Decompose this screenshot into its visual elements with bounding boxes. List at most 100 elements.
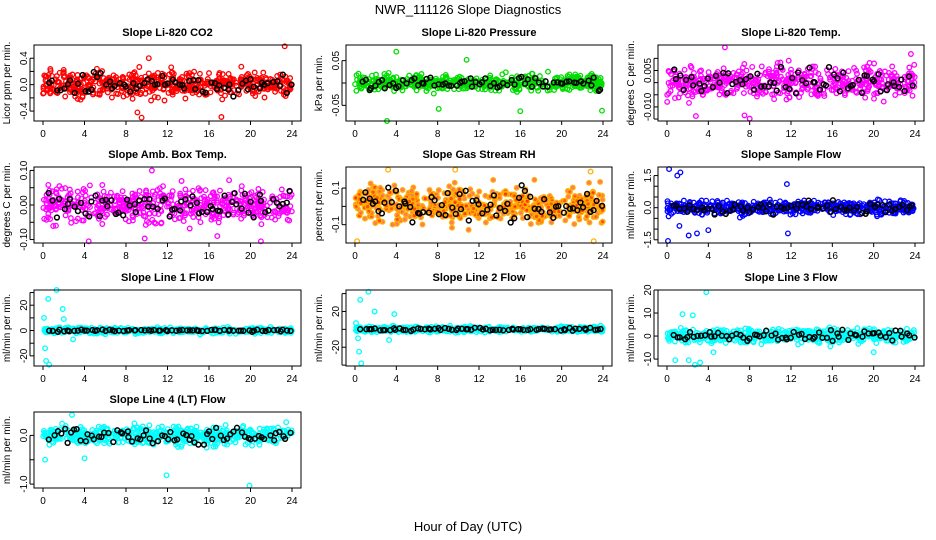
data-point xyxy=(196,70,203,77)
reference-point xyxy=(739,81,746,88)
data-point xyxy=(143,187,150,194)
data-point xyxy=(275,213,282,220)
data-point xyxy=(675,84,682,91)
data-point xyxy=(50,223,57,229)
data-point xyxy=(249,90,256,97)
reference-point xyxy=(445,82,453,89)
x-tick-label: 24 xyxy=(597,251,609,262)
data-point xyxy=(575,213,582,220)
reference-point xyxy=(71,89,78,97)
reference-point xyxy=(288,81,295,88)
data-point xyxy=(588,194,595,201)
data-point xyxy=(209,190,216,197)
data-point xyxy=(41,215,48,222)
data-point xyxy=(178,178,185,184)
x-tick-label: 20 xyxy=(868,251,880,262)
data-point xyxy=(74,188,81,195)
y-tick-label: 0.05 xyxy=(331,50,342,70)
data-point xyxy=(597,178,604,185)
data-point xyxy=(571,221,578,228)
data-point xyxy=(827,76,834,83)
data-point xyxy=(62,93,69,100)
reference-point xyxy=(103,81,110,88)
reference-point xyxy=(82,87,89,95)
data-point xyxy=(353,203,359,210)
data-point xyxy=(408,188,415,194)
reference-point xyxy=(580,80,587,87)
x-tick-label: 16 xyxy=(203,129,215,140)
data-point xyxy=(41,72,48,79)
data-point xyxy=(513,184,520,191)
data-point xyxy=(255,186,262,192)
data-point xyxy=(716,91,723,98)
data-point xyxy=(465,226,472,233)
reference-point xyxy=(389,80,397,87)
outlier-point xyxy=(70,336,77,343)
reference-point xyxy=(698,87,705,95)
reference-point xyxy=(870,78,878,85)
data-point xyxy=(841,78,848,85)
data-point xyxy=(75,199,82,206)
reference-point xyxy=(467,75,474,82)
reference-point xyxy=(419,209,427,216)
reference-point xyxy=(279,71,287,78)
data-point xyxy=(769,91,776,98)
reference-point xyxy=(684,208,691,215)
data-point xyxy=(80,217,87,224)
data-point xyxy=(544,87,551,94)
data-point xyxy=(766,66,772,73)
data-point xyxy=(367,180,374,187)
reference-point xyxy=(399,77,407,84)
x-tick-label: 20 xyxy=(245,129,257,140)
data-point xyxy=(394,216,400,223)
data-point xyxy=(215,219,222,226)
y-tick-label: 0.005 xyxy=(643,58,654,83)
x-tick-label: 16 xyxy=(827,129,839,140)
data-point xyxy=(288,208,295,215)
reference-point xyxy=(802,80,810,87)
reference-point xyxy=(507,219,514,226)
reference-point xyxy=(792,90,800,97)
data-point xyxy=(376,188,383,195)
data-point xyxy=(419,221,426,228)
reference-point xyxy=(806,64,813,71)
data-point xyxy=(67,215,74,222)
x-tick-label: 4 xyxy=(706,251,712,262)
data-point xyxy=(695,86,702,93)
y-tick-label: 0.1 xyxy=(331,181,342,195)
data-point xyxy=(272,88,279,95)
data-point xyxy=(865,86,871,93)
data-point xyxy=(531,176,538,183)
data-point xyxy=(423,88,430,94)
data-point xyxy=(512,203,518,210)
data-point xyxy=(142,213,149,220)
data-point xyxy=(496,195,503,202)
data-point xyxy=(413,190,420,197)
data-point xyxy=(130,214,137,221)
data-point xyxy=(668,71,674,77)
y-tick-label: -1.5 xyxy=(643,231,654,249)
data-point xyxy=(86,81,92,88)
panel-title: Slope Gas Stream RH xyxy=(422,149,535,161)
outlier-point xyxy=(357,296,364,303)
data-point xyxy=(177,192,184,199)
data-point xyxy=(148,80,155,87)
data-point xyxy=(783,96,790,103)
data-point xyxy=(356,83,363,90)
data-point xyxy=(871,95,877,102)
y-axis-label: ml/min per min. xyxy=(314,294,325,362)
data-point xyxy=(283,79,290,86)
outlier-point xyxy=(358,360,365,367)
reference-point xyxy=(829,197,837,204)
y-tick-label: -0.4 xyxy=(19,102,30,120)
data-point xyxy=(879,80,885,87)
outlier-point xyxy=(386,337,393,344)
reference-point xyxy=(362,76,370,83)
reference-point xyxy=(192,85,199,93)
data-point xyxy=(69,71,76,78)
reference-point xyxy=(754,70,761,77)
reference-point xyxy=(905,73,913,80)
x-tick-label: 4 xyxy=(706,129,712,140)
reference-point xyxy=(528,83,536,90)
